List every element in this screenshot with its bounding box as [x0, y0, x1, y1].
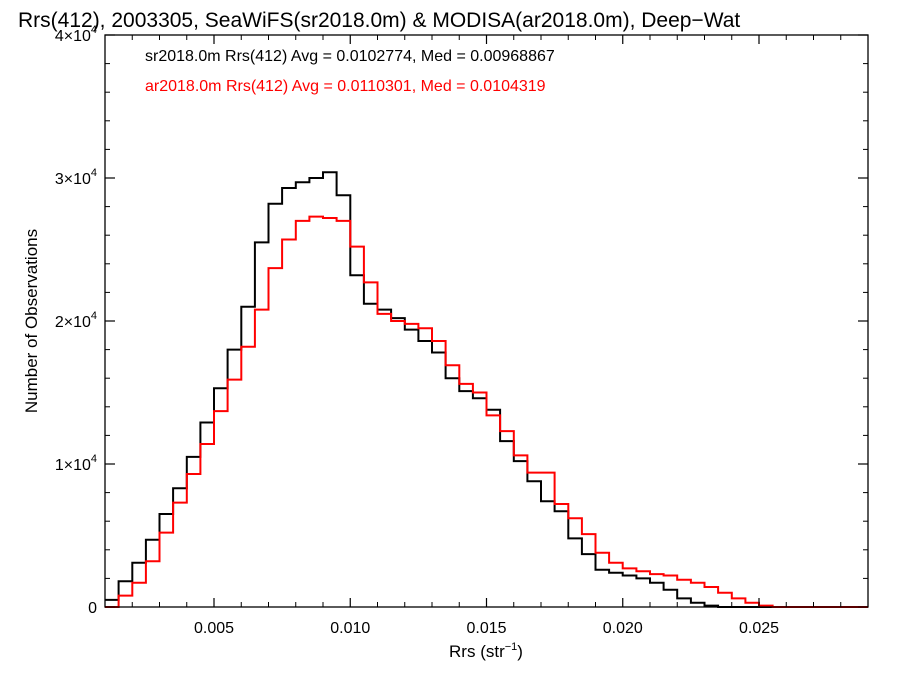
x-tick-label: 0.020	[603, 620, 643, 637]
x-axis-label-main: Rrs (str	[449, 642, 505, 661]
legend: sr2018.0m Rrs(412) Avg = 0.0102774, Med …	[145, 48, 555, 95]
series-line-sr2018	[105, 171, 868, 608]
y-axis-label: Number of Observations	[22, 229, 41, 413]
x-axis-label-exponent: −1	[505, 641, 518, 653]
x-tick-label: 0.005	[194, 620, 234, 637]
x-axis: 0.005 0.010 0.015 0.020 0.025	[131, 35, 842, 637]
legend-entry-sr2018: sr2018.0m Rrs(412) Avg = 0.0102774, Med …	[145, 48, 555, 65]
series-layer	[105, 171, 868, 608]
x-axis-label: Rrs (str−1)	[449, 641, 523, 661]
series-line-ar2018	[105, 215, 868, 608]
x-tick-label: 0.025	[739, 620, 779, 637]
y-axis: 0 1×104 2×104 3×104 4×104	[55, 24, 868, 617]
legend-entry-ar2018: ar2018.0m Rrs(412) Avg = 0.0110301, Med …	[145, 78, 546, 95]
chart-title: Rrs(412), 2003305, SeaWiFS(sr2018.0m) & …	[18, 9, 740, 32]
x-axis-label-end: )	[517, 642, 523, 661]
y-tick-label: 4×104	[55, 24, 97, 45]
plot-frame	[104, 34, 869, 608]
x-tick-label: 0.015	[466, 620, 506, 637]
y-tick-label: 2×104	[55, 310, 97, 331]
y-tick-label: 0	[88, 600, 97, 617]
x-tick-label: 0.010	[330, 620, 370, 637]
y-tick-label: 1×104	[55, 453, 97, 474]
plot-area: 0.005 0.010 0.015 0.020 0.025 0 1×104 2×104 3×1…	[55, 24, 869, 637]
y-tick-label: 3×104	[55, 167, 97, 188]
